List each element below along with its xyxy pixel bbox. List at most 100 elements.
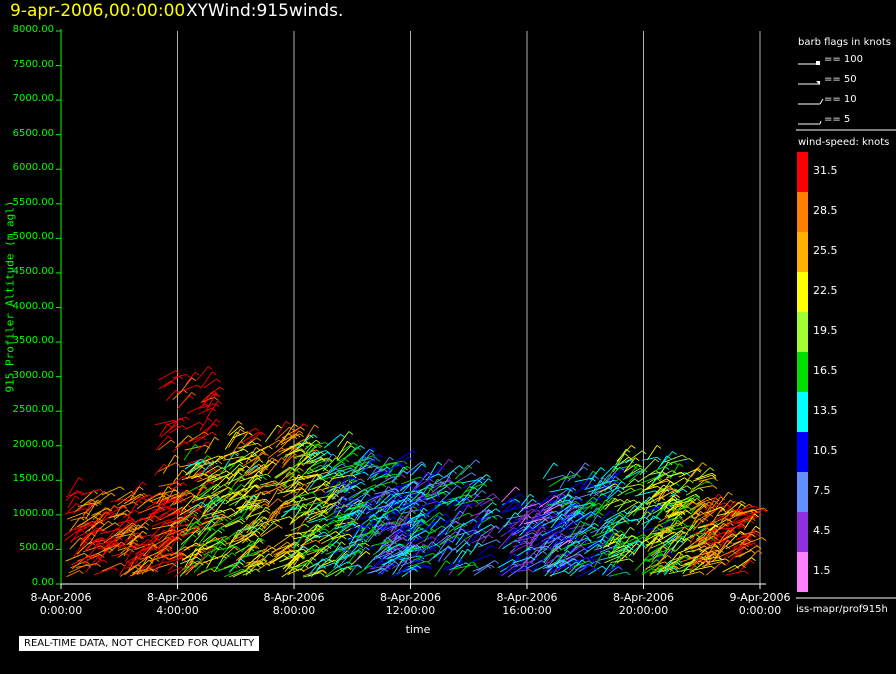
wind-barb bbox=[115, 520, 127, 532]
wind-barb bbox=[305, 442, 326, 448]
wind-barb bbox=[294, 496, 316, 504]
wind-barb bbox=[240, 431, 259, 444]
wind-barb bbox=[556, 488, 570, 497]
wind-barb-flag bbox=[141, 553, 146, 557]
wind-barb bbox=[573, 502, 591, 508]
wind-barb bbox=[76, 541, 91, 555]
wind-barb-flag bbox=[220, 541, 225, 546]
wind-barb bbox=[66, 511, 86, 520]
wind-barb-flag bbox=[192, 512, 198, 517]
wind-barb bbox=[353, 503, 367, 522]
wind-barb bbox=[250, 521, 266, 537]
wind-barb-flag bbox=[561, 513, 567, 518]
wind-barb-flag bbox=[597, 544, 603, 548]
wind-barb bbox=[347, 564, 358, 577]
wind-barb bbox=[647, 488, 666, 502]
wind-barb bbox=[123, 509, 136, 518]
wind-barb bbox=[339, 520, 353, 533]
wind-barb-flag bbox=[609, 510, 615, 515]
wind-barb bbox=[199, 418, 209, 432]
wind-barb-flag bbox=[99, 537, 105, 541]
wind-barb-flag bbox=[126, 509, 132, 514]
wind-barb-flag bbox=[255, 530, 261, 534]
wind-barb-flag bbox=[149, 568, 155, 572]
wind-barb-flag bbox=[608, 474, 614, 479]
y-tick-label: 7500.00 bbox=[12, 58, 54, 70]
wind-barb bbox=[192, 486, 204, 504]
wind-barb bbox=[472, 534, 490, 544]
wind-barb-flag bbox=[713, 477, 718, 482]
wind-barb bbox=[669, 525, 691, 531]
wind-barb bbox=[110, 498, 125, 503]
wind-barb bbox=[137, 534, 155, 539]
wind-barb bbox=[692, 474, 713, 482]
wind-barb-flag bbox=[423, 564, 429, 568]
wind-barb-flag bbox=[717, 557, 723, 561]
wind-barb bbox=[293, 491, 313, 499]
wind-barb-flag bbox=[102, 559, 108, 564]
wind-barb-flag bbox=[512, 532, 517, 536]
wind-barb-flag bbox=[266, 510, 271, 514]
wind-barb-flag bbox=[426, 545, 431, 549]
wind-barb bbox=[294, 559, 308, 568]
wind-barb-flag bbox=[532, 498, 537, 503]
wind-barb-flag bbox=[558, 531, 563, 535]
wind-barb bbox=[564, 495, 577, 515]
wind-barb bbox=[185, 463, 198, 476]
wind-barb-flag bbox=[170, 507, 175, 512]
colorbar-band bbox=[797, 392, 808, 432]
wind-barb bbox=[371, 540, 394, 547]
wind-barb-flag bbox=[576, 503, 581, 508]
wind-barb-flag bbox=[437, 478, 442, 483]
wind-barb bbox=[412, 518, 422, 533]
wind-barb bbox=[356, 515, 375, 529]
wind-barb-flag bbox=[353, 442, 358, 447]
wind-barb-flag bbox=[220, 500, 226, 505]
wind-barb-flag bbox=[114, 505, 119, 510]
wind-barb-flag bbox=[360, 478, 365, 483]
wind-barb-flag bbox=[167, 435, 173, 440]
wind-barb-flag bbox=[194, 515, 199, 519]
wind-barb-flag bbox=[676, 510, 682, 515]
wind-barb-flag bbox=[698, 487, 704, 492]
wind-barb-flag bbox=[599, 480, 605, 484]
wind-barb bbox=[655, 531, 675, 543]
wind-barb-flag bbox=[581, 539, 587, 544]
wind-barb bbox=[355, 531, 377, 538]
wind-barb bbox=[470, 490, 483, 503]
wind-barb-flag bbox=[714, 545, 720, 550]
wind-barb bbox=[321, 519, 335, 530]
wind-barb bbox=[482, 508, 497, 519]
wind-barb-flag bbox=[165, 555, 170, 560]
wind-barb-flag bbox=[297, 550, 303, 555]
wind-barb-flag bbox=[608, 527, 613, 532]
wind-barb bbox=[657, 461, 669, 480]
wind-barb bbox=[309, 457, 329, 464]
wind-barb bbox=[336, 467, 352, 473]
wind-barb bbox=[247, 466, 264, 476]
wind-barb bbox=[156, 489, 176, 496]
wind-barb-flag bbox=[591, 512, 596, 517]
colorbar-label: 25.5 bbox=[813, 244, 838, 257]
wind-barb bbox=[392, 559, 404, 576]
wind-barb-flag bbox=[402, 552, 408, 557]
wind-barb bbox=[468, 518, 482, 535]
wind-barb-flag bbox=[634, 457, 640, 462]
wind-barb bbox=[625, 450, 643, 464]
wind-barb-flag bbox=[544, 524, 549, 529]
wind-barb bbox=[229, 562, 240, 573]
wind-barb-flag bbox=[303, 533, 309, 538]
wind-barb bbox=[448, 563, 458, 576]
wind-barb-flag bbox=[236, 492, 241, 496]
wind-barb bbox=[397, 504, 416, 514]
wind-barb bbox=[154, 464, 165, 476]
wind-barb bbox=[174, 563, 190, 577]
wind-barb-flag bbox=[342, 496, 348, 500]
wind-barb-flag bbox=[79, 570, 84, 574]
wind-barb bbox=[698, 477, 714, 482]
wind-barb-flag bbox=[619, 514, 625, 519]
wind-barb bbox=[147, 561, 166, 570]
wind-barb-flag bbox=[727, 539, 733, 544]
wind-barb bbox=[680, 560, 700, 567]
wind-barb bbox=[177, 510, 195, 524]
